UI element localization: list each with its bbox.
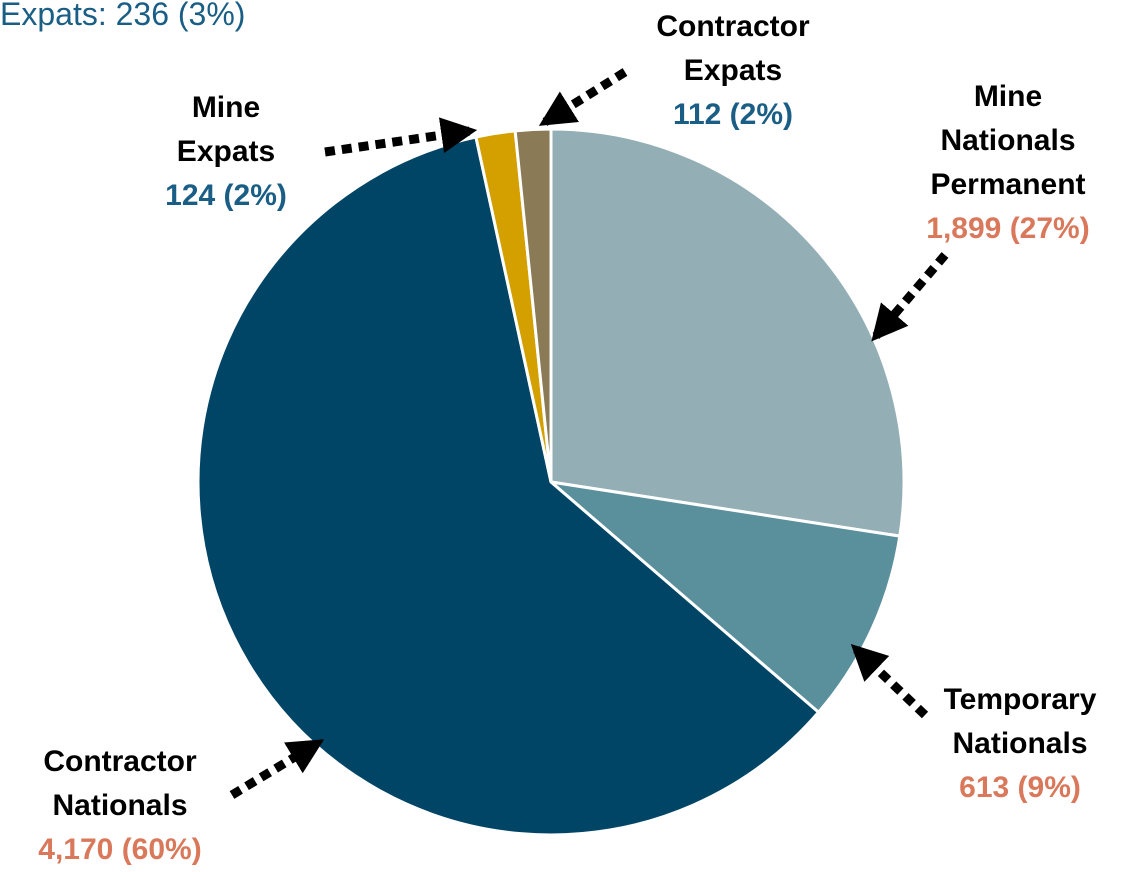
value-label: 4,170 (60%)	[38, 833, 202, 866]
value-label: 613 (9%)	[959, 771, 1081, 804]
pie-slice	[196, 135, 821, 837]
category-label: Contractor Expats	[656, 10, 810, 87]
slice-label: Mine Expats 124 (2%)	[165, 86, 287, 218]
arrow	[850, 644, 929, 719]
arrow	[229, 739, 325, 799]
pie-slice	[549, 127, 906, 538]
arrows	[229, 68, 949, 799]
arrow	[324, 117, 478, 157]
value-label: 112 (2%)	[672, 98, 794, 131]
category-label: Mine Nationals Permanent	[930, 80, 1086, 201]
value-label: 1,899 (27%)	[926, 212, 1090, 245]
slice-label: Temporary Nationals 613 (9%)	[944, 678, 1097, 810]
slice-label: Contractor Nationals 4,170 (60%)	[38, 740, 201, 872]
category-label: Contractor Nationals	[43, 745, 197, 822]
arrow	[538, 68, 628, 126]
pie	[196, 127, 906, 837]
slice-label: Contractor Expats 112 (2%)	[656, 5, 809, 137]
annotation: Expats: 236 (3%)	[0, 0, 246, 32]
category-label: Mine Expats	[176, 91, 276, 168]
value-label: 124 (2%)	[165, 179, 287, 212]
pie-slice	[513, 127, 553, 483]
arrow	[871, 252, 949, 342]
slice-label: Mine Nationals Permanent 1,899 (27%)	[926, 75, 1089, 251]
pie-slice	[546, 479, 902, 715]
category-label: Temporary Nationals	[943, 683, 1097, 760]
